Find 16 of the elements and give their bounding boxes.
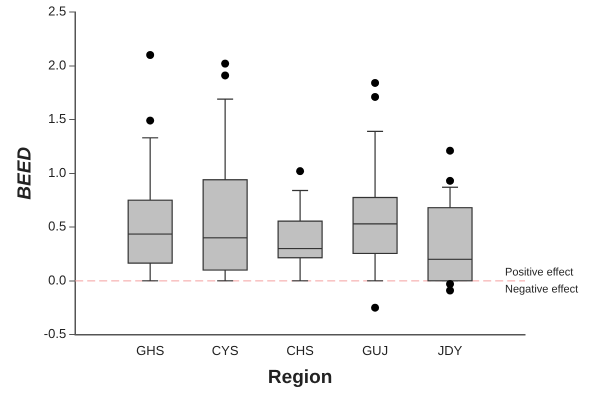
y-tick-label: 0.0 xyxy=(48,272,66,288)
y-tick-label: -0.5 xyxy=(44,326,66,342)
y-tick-label: 2.0 xyxy=(48,57,66,72)
annotation: Positive effect xyxy=(505,266,574,278)
y-tick-label: 0.5 xyxy=(48,218,66,234)
x-tick-label: GHS xyxy=(136,342,165,358)
x-tick-label: CHS xyxy=(286,342,314,358)
y-axis-title: BEED xyxy=(14,146,36,200)
x-axis-title: Region xyxy=(268,366,332,388)
y-tick-label: 2.5 xyxy=(48,4,66,19)
y-tick-label: 1.0 xyxy=(48,164,66,180)
y-tick-label: 1.5 xyxy=(48,111,66,126)
annotation: Negative effect xyxy=(505,283,578,296)
x-tick-label: GUJ xyxy=(362,342,388,358)
x-tick-label: JDY xyxy=(438,342,463,358)
x-tick-label: CYS xyxy=(212,342,239,358)
